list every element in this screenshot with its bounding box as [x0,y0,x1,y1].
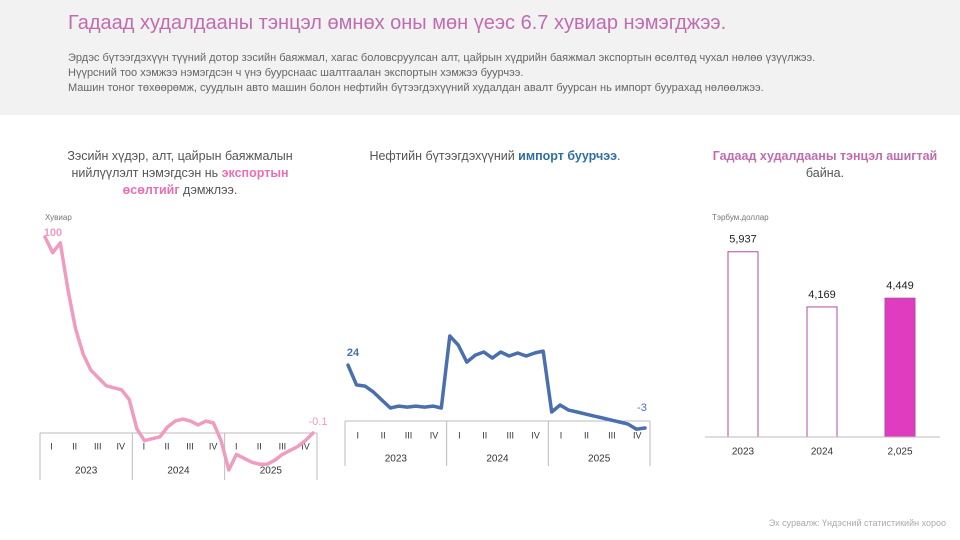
title-part: байна. [805,166,845,180]
bar [727,251,759,438]
title-part: . [617,149,621,163]
x-quarter-label: IV [301,441,310,451]
y-axis-label: Хувиар [45,213,72,222]
x-quarter-label: II [584,430,589,440]
x-quarter-label: I [356,430,359,440]
line [43,235,315,472]
title-part: импорт буурчээ [518,149,618,163]
x-quarter-label: III [186,441,194,451]
header-line: Машин тоног төхөөрөмж, суудлын авто маши… [68,82,764,94]
line [346,334,647,431]
bar [884,297,916,438]
title-part: экспортын өсөлтийг [122,166,289,197]
x-year-label: 2024 [167,466,190,477]
x-quarter-label: III [94,441,102,451]
chart-title: Гадаад худалдааны тэнцэл ашигтай байна. [700,148,950,182]
x-quarter-label: IV [117,441,126,451]
x-tick-label: 2024 [811,447,834,458]
data-label: 5,937 [729,234,757,246]
x-year-label: 2023 [75,466,98,477]
x-quarter-label: IV [209,441,218,451]
y-axis-label: Тэрбум.доллар [712,213,769,222]
header-line: Эрдэс бүтээгдэхүүн түүний дотор зэсийн б… [68,52,816,64]
x-quarter-label: IV [531,430,540,440]
data-label: -0.1 [309,416,328,428]
x-year-label: 2025 [260,466,283,477]
data-label: 4,169 [808,289,836,301]
header-title: Гадаад худалдааны тэнцэл өмнөх оны мөн ү… [68,12,727,34]
x-quarter-label: II [381,430,386,440]
x-tick-label: 2,025 [887,447,912,458]
data-label: -3 [637,402,647,414]
x-quarter-label: I [50,441,53,451]
x-quarter-label: III [405,430,413,440]
title-part: Нефтийн бүтээгдэхүүний [369,149,519,163]
x-quarter-label: II [72,441,77,451]
header: Гадаад худалдааны тэнцэл өмнөх оны мөн ү… [0,0,960,115]
data-label: 4,449 [886,280,914,292]
x-quarter-label: II [164,441,169,451]
x-quarter-label: IV [430,430,439,440]
source: Эх сурвалж: Үндэсний статистикийн хороо [768,518,946,528]
x-quarter-label: I [458,430,461,440]
x-year-label: 2025 [588,454,611,465]
data-label: 24 [347,347,360,359]
x-quarter-label: II [257,441,262,451]
x-quarter-label: III [608,430,616,440]
x-year-label: 2024 [486,454,509,465]
x-quarter-label: III [279,441,287,451]
data-label: 100 [44,227,62,239]
title-part: дэмжлээ. [179,183,238,197]
chart-title: Зэсийн хүдэр, алт, цайрын баяжмалын нийл… [60,148,300,199]
x-quarter-label: IV [633,430,642,440]
title-part: Зэсийн хүдэр, алт, цайрын баяжмалын нийл… [67,149,293,180]
chart-title: Нефтийн бүтээгдэхүүний импорт буурчээ. [340,148,650,165]
header-line: Нүүрсний тоо хэмжээ нэмэгдсэн ч үнэ буур… [68,67,524,79]
x-tick-label: 2023 [732,447,755,458]
x-quarter-label: I [235,441,238,451]
x-quarter-label: I [143,441,146,451]
x-quarter-label: III [506,430,514,440]
title-part: Гадаад худалдааны тэнцэл ашигтай [712,149,938,163]
x-quarter-label: I [560,430,563,440]
x-quarter-label: II [482,430,487,440]
bar [806,306,838,438]
x-year-label: 2023 [385,454,408,465]
